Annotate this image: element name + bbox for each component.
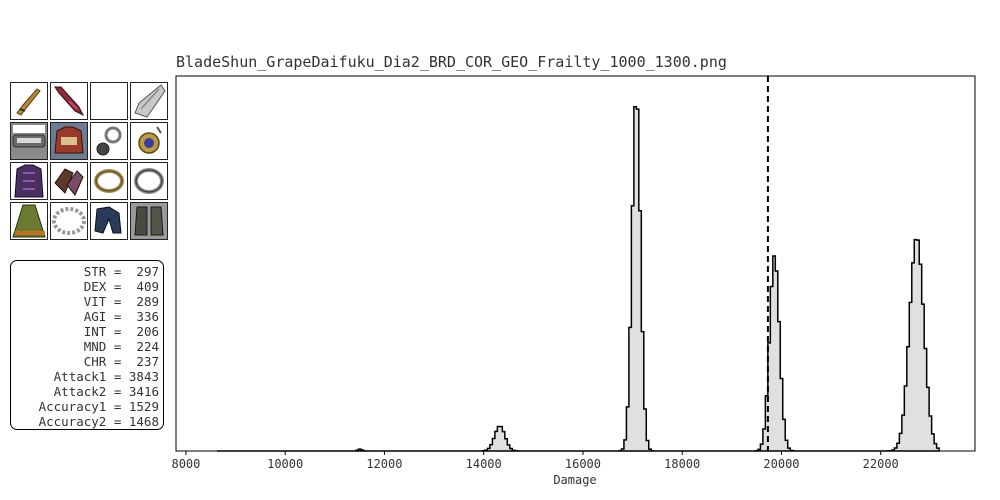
gear-slot-range (90, 82, 128, 120)
gear-slot-back (10, 202, 48, 240)
gear-slot-ring1 (90, 162, 128, 200)
histogram-step-path (216, 105, 940, 452)
stat-int: INT = 206 (83, 324, 159, 339)
plot-area (175, 75, 976, 452)
gear-slot-head (10, 122, 48, 160)
stat-str: STR = 297 (83, 264, 159, 279)
gear-grid (10, 82, 170, 242)
gear-slot-body (10, 162, 48, 200)
dagger-red-icon (51, 83, 87, 119)
stat-vit: VIT = 289 (83, 294, 159, 309)
x-axis-label: Damage (553, 473, 596, 487)
x-tick-label: 22000 (863, 457, 899, 471)
x-tick-label: 12000 (366, 457, 402, 471)
stat-attack2: Attack2 = 3416 (53, 384, 159, 399)
x-tick-label: 8000 (171, 457, 200, 471)
silver-ring-icon (131, 163, 167, 199)
gear-slot-ear2 (130, 122, 168, 160)
gear-slot-waist (50, 202, 88, 240)
gold-ring-icon (91, 163, 127, 199)
x-axis: 8000 10000 12000 14000 16000 18000 20000 22000 (171, 451, 899, 471)
gear-slot-main (10, 82, 48, 120)
gear-slot-ammo (130, 82, 168, 120)
x-tick-label: 10000 (267, 457, 303, 471)
gear-slot-legs (90, 202, 128, 240)
stats-panel: STR = 297 DEX = 409 VIT = 289 AGI = 336 INT … (10, 260, 164, 430)
stat-mnd: MND = 224 (83, 339, 159, 354)
empty-slot-icon (91, 83, 127, 119)
stat-chr: CHR = 237 (83, 354, 159, 369)
x-tick-label: 14000 (466, 457, 502, 471)
stat-attack1: Attack1 = 3843 (53, 369, 159, 384)
gear-slot-hands (50, 162, 88, 200)
red-armor-icon (51, 123, 87, 159)
stat-accuracy2: Accuracy2 = 1468 (38, 414, 159, 429)
hoop-earring-icon (91, 123, 127, 159)
stat-dex: DEX = 409 (83, 279, 159, 294)
purple-armor-icon (11, 163, 47, 199)
gear-slot-neck (50, 122, 88, 160)
cape-icon (11, 203, 47, 239)
gear-slot-ear1 (90, 122, 128, 160)
stat-accuracy1: Accuracy1 = 1529 (38, 399, 159, 414)
chart-filename: BladeShun_GrapeDaifuku_Dia2_BRD_COR_GEO_… (176, 53, 727, 71)
headband-icon (11, 123, 47, 159)
x-tick-label: 16000 (565, 457, 601, 471)
gear-slot-sub (50, 82, 88, 120)
x-tick-label: 20000 (763, 457, 799, 471)
dagger-icon (11, 83, 47, 119)
gauntlets-icon (51, 163, 87, 199)
gear-slot-feet (130, 202, 168, 240)
blue-legs-icon (91, 203, 127, 239)
gem-earring-icon (131, 123, 167, 159)
stat-agi: AGI = 336 (83, 309, 159, 324)
silver-crest-icon (131, 83, 167, 119)
grey-boots-icon (131, 203, 167, 239)
histogram-bars (216, 105, 940, 452)
gear-slot-ring2 (130, 162, 168, 200)
x-tick-label: 18000 (664, 457, 700, 471)
chain-belt-icon (51, 203, 87, 239)
